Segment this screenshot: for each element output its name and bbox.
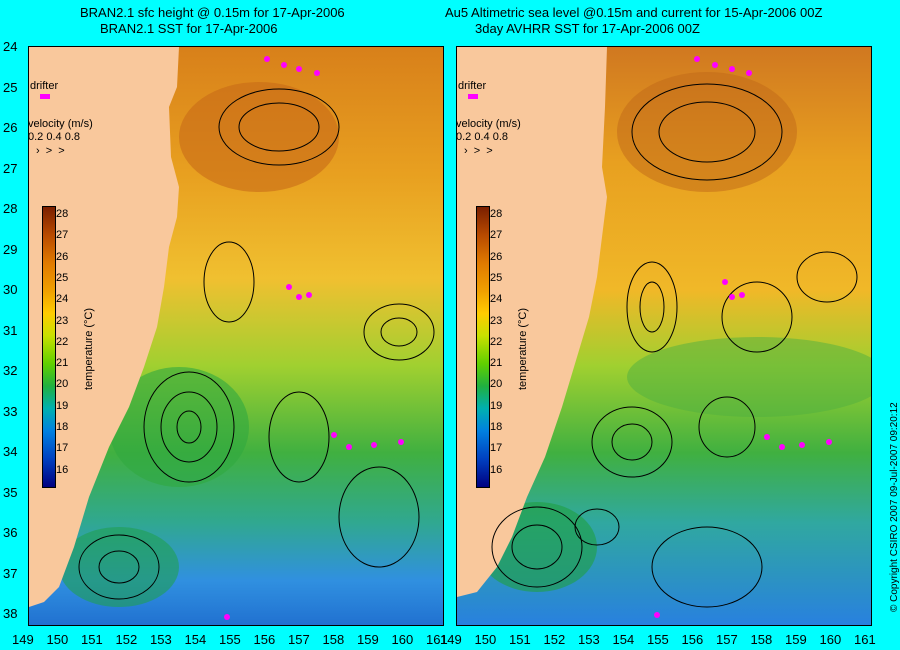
colorbar-tick-label: 16 xyxy=(56,463,69,476)
left-velocity-arrows: › > > xyxy=(36,145,65,157)
x-tick-label-left: 152 xyxy=(115,632,138,647)
y-tick-label: 25 xyxy=(3,79,18,95)
colorbar-tick-label: 26 xyxy=(490,250,503,263)
colorbar-tick-label: 19 xyxy=(56,399,69,412)
x-tick-label-right: 157 xyxy=(716,632,738,647)
y-tick-label: 24 xyxy=(3,39,18,54)
left-drifter-label: drifter xyxy=(30,80,59,92)
y-tick-label: 32 xyxy=(3,363,18,378)
colorbar-tick-label: 22 xyxy=(490,335,503,348)
right-velocity-label: velocity (m/s) xyxy=(456,118,521,130)
y-tick-label: 28 xyxy=(3,201,18,216)
x-tick-label-right: 152 xyxy=(543,632,566,647)
y-tick-label: 26 xyxy=(3,120,18,135)
colorbar-tick-label: 24 xyxy=(490,293,503,306)
x-tick-label-left: 155 xyxy=(219,632,241,647)
colorbar-tick-label: 22 xyxy=(56,335,69,348)
right-colorbar xyxy=(476,206,490,488)
x-tick-label-left: 156 xyxy=(253,632,276,647)
y-tick-label: 27 xyxy=(3,160,18,176)
left-velocity-label: velocity (m/s) xyxy=(28,118,93,130)
x-tick-label-left: 158 xyxy=(322,632,345,647)
colorbar-tick-label: 16 xyxy=(490,463,503,476)
colorbar-tick-label: 17 xyxy=(490,442,503,455)
right-colorbar-label: temperature (°C) xyxy=(517,307,529,390)
x-tick-label-right: 156 xyxy=(681,632,704,647)
colorbar-tick-label: 28 xyxy=(56,208,69,220)
x-tick-label-right: 159 xyxy=(785,632,807,647)
left-sst-field xyxy=(29,47,443,625)
x-tick-label-right: 160 xyxy=(819,632,842,647)
left-title-line2: BRAN2.1 SST for 17-Apr-2006 xyxy=(100,21,278,36)
x-tick-label-right: 150 xyxy=(474,632,497,647)
y-tick-label: 30 xyxy=(3,282,18,297)
colorbar-tick-label: 20 xyxy=(490,378,503,391)
x-tick-label-right: 158 xyxy=(750,632,773,647)
left-title-line1: BRAN2.1 sfc height @ 0.15m for 17-Apr-20… xyxy=(80,5,345,20)
copyright-stamp: © Copyright CSIRO 2007 09-Jul-2007 09:20… xyxy=(889,402,900,612)
right-sst-field xyxy=(457,47,871,625)
left-map-panel xyxy=(28,46,444,626)
x-tick-label-right: 149 xyxy=(440,632,462,647)
colorbar-tick-label: 24 xyxy=(56,293,69,306)
x-tick-label-right: 154 xyxy=(612,632,635,647)
left-colorbar xyxy=(42,206,56,488)
colorbar-tick-label: 18 xyxy=(56,421,69,433)
x-tick-label-left: 150 xyxy=(46,632,69,647)
colorbar-tick-label: 21 xyxy=(490,357,503,370)
x-tick-label-left: 157 xyxy=(288,632,310,647)
y-tick-label: 36 xyxy=(3,525,18,540)
right-drifter-label: drifter xyxy=(458,80,487,92)
left-velocity-values: 0.2 0.4 0.8 xyxy=(28,131,80,143)
colorbar-tick-label: 26 xyxy=(56,250,69,263)
right-drifter-marker xyxy=(468,94,478,99)
colorbar-tick-label: 27 xyxy=(490,229,503,242)
y-tick-label: 38 xyxy=(3,606,18,621)
x-tick-label-left: 161 xyxy=(426,632,448,647)
y-tick-label: 29 xyxy=(3,241,18,257)
x-tick-label-left: 160 xyxy=(391,632,414,647)
colorbar-tick-label: 20 xyxy=(56,378,69,391)
colorbar-tick-label: 25 xyxy=(490,271,503,284)
colorbar-tick-label: 23 xyxy=(56,314,69,327)
right-map-panel xyxy=(456,46,872,626)
colorbar-tick-label: 27 xyxy=(56,229,69,242)
x-tick-label-left: 151 xyxy=(81,632,103,647)
x-tick-label-right: 153 xyxy=(578,632,600,647)
left-drifter-marker xyxy=(40,94,50,99)
x-tick-label-left: 154 xyxy=(184,632,207,647)
y-tick-label: 34 xyxy=(3,444,18,459)
right-title-line1: Au5 Altimetric sea level @0.15m and curr… xyxy=(445,5,823,20)
right-drifter-tracks xyxy=(654,56,832,618)
x-tick-label-left: 153 xyxy=(150,632,172,647)
x-tick-label-right: 151 xyxy=(509,632,531,647)
x-tick-label-right: 161 xyxy=(854,632,876,647)
right-velocity-values: 0.2 0.4 0.8 xyxy=(456,131,508,143)
colorbar-tick-label: 23 xyxy=(490,314,503,327)
colorbar-tick-label: 19 xyxy=(490,399,503,412)
colorbar-tick-label: 18 xyxy=(490,421,503,433)
colorbar-tick-label: 21 xyxy=(56,357,69,370)
x-tick-label-right: 155 xyxy=(647,632,669,647)
x-tick-label-left: 159 xyxy=(357,632,379,647)
y-tick-label: 33 xyxy=(3,403,18,419)
colorbar-tick-label: 17 xyxy=(56,442,69,455)
right-title-line2: 3day AVHRR SST for 17-Apr-2006 00Z xyxy=(475,21,700,36)
y-tick-label: 35 xyxy=(3,484,18,500)
left-drifter-tracks xyxy=(224,56,404,620)
colorbar-tick-label: 25 xyxy=(56,271,69,284)
y-tick-label: 37 xyxy=(3,565,18,581)
colorbar-tick-label: 28 xyxy=(490,208,503,220)
y-tick-label: 31 xyxy=(3,322,18,338)
x-tick-label-left: 149 xyxy=(12,632,34,647)
right-velocity-arrows: › > > xyxy=(464,145,493,157)
left-colorbar-label: temperature (°C) xyxy=(83,307,95,390)
